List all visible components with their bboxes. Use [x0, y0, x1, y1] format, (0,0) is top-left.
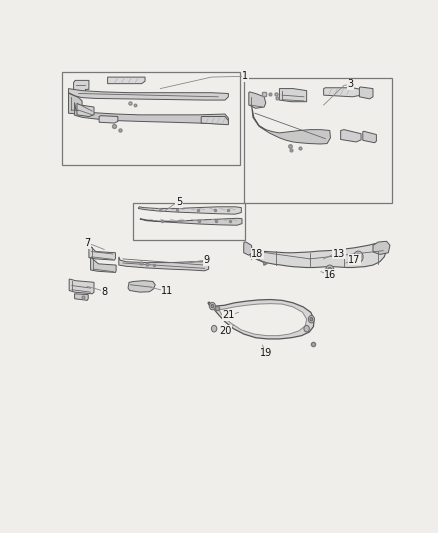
Polygon shape: [119, 257, 208, 271]
Circle shape: [209, 302, 215, 310]
Polygon shape: [251, 105, 330, 144]
Circle shape: [309, 318, 312, 321]
Polygon shape: [362, 131, 375, 143]
Text: 3: 3: [347, 79, 353, 90]
Polygon shape: [138, 207, 241, 214]
Text: 18: 18: [251, 248, 263, 259]
Text: 17: 17: [347, 255, 360, 265]
Polygon shape: [140, 219, 241, 225]
Bar: [243, 78, 391, 204]
Polygon shape: [208, 300, 314, 339]
Bar: [133, 204, 245, 240]
Circle shape: [307, 316, 314, 323]
Polygon shape: [323, 88, 360, 97]
Circle shape: [303, 325, 309, 332]
Polygon shape: [359, 87, 372, 99]
Text: 7: 7: [84, 238, 90, 248]
Text: 1: 1: [242, 71, 248, 81]
Circle shape: [325, 265, 333, 275]
Polygon shape: [68, 88, 228, 100]
Text: 20: 20: [218, 326, 231, 336]
Text: 11: 11: [161, 286, 173, 296]
Polygon shape: [74, 102, 228, 124]
Polygon shape: [243, 242, 251, 255]
Polygon shape: [90, 257, 116, 272]
Polygon shape: [279, 88, 306, 102]
Polygon shape: [213, 304, 306, 336]
Polygon shape: [74, 294, 88, 301]
Text: 8: 8: [101, 287, 107, 297]
Circle shape: [211, 304, 213, 308]
Polygon shape: [201, 117, 228, 125]
Polygon shape: [99, 116, 117, 123]
Text: 19: 19: [259, 348, 271, 358]
Polygon shape: [244, 244, 386, 268]
Circle shape: [353, 251, 362, 263]
Text: 5: 5: [176, 197, 182, 207]
Text: 13: 13: [332, 248, 344, 259]
Polygon shape: [107, 77, 145, 84]
Polygon shape: [340, 130, 360, 142]
Text: 21: 21: [222, 310, 234, 320]
Polygon shape: [248, 92, 265, 108]
Polygon shape: [74, 80, 88, 93]
Polygon shape: [372, 241, 389, 254]
Polygon shape: [88, 245, 115, 260]
Text: 16: 16: [324, 270, 336, 280]
Polygon shape: [68, 93, 82, 114]
Circle shape: [327, 268, 331, 272]
Circle shape: [211, 325, 216, 332]
Text: 9: 9: [203, 255, 209, 265]
Bar: [61, 72, 240, 165]
Circle shape: [355, 254, 360, 260]
Polygon shape: [77, 103, 94, 117]
Polygon shape: [128, 281, 155, 292]
Polygon shape: [69, 279, 94, 294]
